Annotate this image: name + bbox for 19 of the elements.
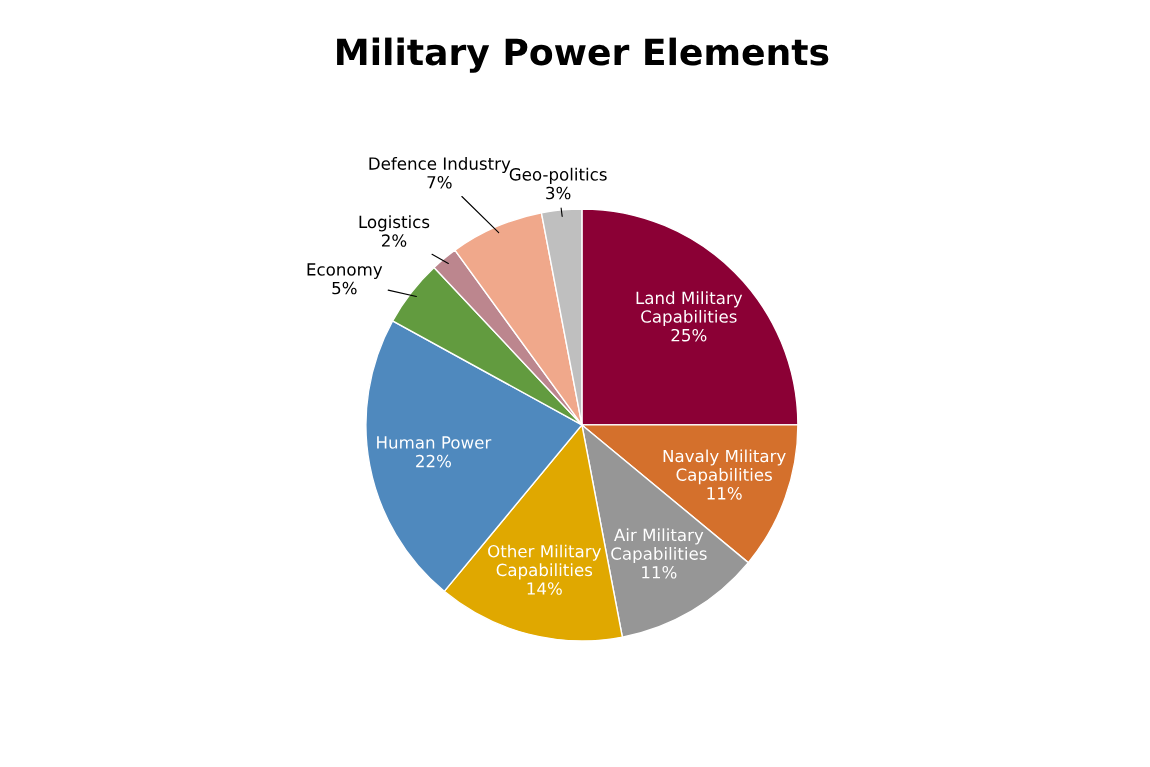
data-label: 25% bbox=[671, 328, 707, 342]
data-label: 11% bbox=[707, 487, 742, 500]
data-label: 22% bbox=[416, 454, 451, 468]
slice-label: Air Military Capabilities bbox=[611, 528, 707, 564]
slice-label: Navaly Military Capabilities bbox=[663, 449, 786, 485]
slice-label: Defence Industry bbox=[369, 156, 511, 174]
data-label: 3% bbox=[546, 186, 571, 200]
slice-label: Land Military Capabilities bbox=[636, 291, 743, 327]
data-label: 14% bbox=[527, 582, 562, 595]
data-label: 2% bbox=[381, 234, 407, 247]
chart-title: Military Power Elements bbox=[337, 37, 829, 73]
slice-label: Human Power bbox=[377, 436, 492, 449]
data-label: 7% bbox=[427, 175, 452, 189]
data-label: 5% bbox=[332, 281, 357, 295]
data-label: 11% bbox=[642, 565, 677, 579]
slice-label: Economy bbox=[307, 263, 383, 279]
slice-label: Geo-politics bbox=[509, 167, 607, 184]
slice-label: Logistics bbox=[359, 215, 430, 232]
slice-label: Other Military Capabilities bbox=[488, 544, 601, 580]
